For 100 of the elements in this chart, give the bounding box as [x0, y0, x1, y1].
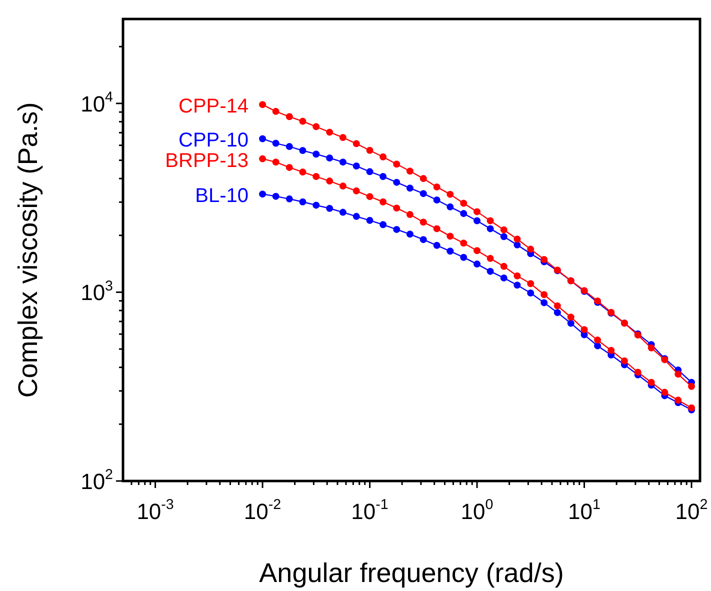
point — [272, 108, 280, 115]
point — [446, 248, 454, 255]
point — [286, 164, 293, 171]
point — [460, 200, 468, 207]
point — [460, 254, 468, 261]
point — [326, 128, 334, 136]
point — [366, 216, 374, 224]
point — [299, 118, 306, 125]
point — [326, 204, 334, 212]
y-axis-title: Complex viscosity (Pa.s) — [13, 102, 43, 398]
point — [500, 262, 508, 270]
point — [674, 396, 682, 404]
point — [688, 382, 696, 390]
series-label: CPP-14 — [178, 96, 249, 118]
point — [366, 146, 374, 154]
point — [433, 225, 440, 232]
point — [527, 246, 534, 253]
point — [272, 192, 280, 200]
point — [527, 280, 534, 288]
point — [286, 113, 293, 120]
point — [540, 291, 548, 298]
point — [474, 208, 481, 216]
point — [406, 168, 414, 175]
point — [406, 230, 414, 238]
point — [299, 198, 306, 206]
point — [514, 241, 521, 248]
point — [393, 204, 400, 212]
point — [620, 357, 628, 364]
point — [474, 247, 481, 254]
point — [339, 134, 346, 141]
point — [339, 208, 346, 216]
point — [299, 147, 306, 154]
point — [339, 182, 346, 190]
point — [366, 168, 374, 176]
point — [393, 160, 400, 168]
point — [500, 274, 508, 282]
point — [460, 210, 468, 218]
point — [648, 378, 655, 386]
point — [580, 326, 588, 334]
point — [514, 272, 521, 280]
point — [446, 190, 454, 198]
point — [433, 242, 440, 249]
point — [554, 302, 561, 310]
point — [474, 217, 481, 224]
series-label: BRPP-13 — [165, 150, 249, 172]
point — [272, 158, 280, 166]
point — [420, 175, 427, 182]
point — [352, 162, 360, 170]
point — [339, 158, 346, 166]
point — [634, 368, 642, 376]
point — [486, 225, 494, 232]
point — [500, 233, 508, 240]
point — [460, 240, 468, 247]
point — [433, 183, 440, 190]
point — [312, 123, 320, 130]
point — [366, 193, 374, 200]
point — [500, 226, 508, 234]
x-axis-title: Angular frequency (rad/s) — [259, 558, 564, 588]
point — [380, 198, 387, 206]
point — [674, 370, 682, 378]
point — [486, 217, 494, 224]
point — [326, 154, 334, 162]
point — [312, 202, 320, 209]
point — [352, 212, 360, 220]
point — [259, 190, 266, 198]
point — [380, 153, 387, 160]
point — [272, 140, 280, 147]
point — [420, 190, 427, 198]
point — [661, 388, 668, 396]
point — [380, 173, 387, 180]
point — [420, 218, 427, 226]
point — [259, 155, 266, 162]
point — [540, 299, 548, 306]
point — [380, 221, 387, 228]
point — [259, 135, 266, 142]
point — [406, 211, 414, 218]
point — [514, 236, 521, 243]
point — [486, 268, 494, 275]
point — [326, 178, 334, 185]
point — [312, 150, 320, 158]
point — [594, 342, 602, 350]
point — [514, 282, 521, 289]
point — [352, 187, 360, 194]
point — [259, 101, 266, 108]
series-label: CPP-10 — [178, 130, 249, 152]
point — [567, 314, 574, 321]
point — [554, 309, 561, 316]
point — [474, 260, 481, 268]
point — [299, 168, 306, 176]
point — [406, 184, 414, 192]
point — [393, 226, 400, 233]
point — [312, 173, 320, 180]
point — [594, 336, 602, 344]
point — [433, 196, 440, 204]
point — [486, 254, 494, 262]
point — [393, 178, 400, 186]
point — [567, 320, 574, 327]
point — [420, 236, 427, 244]
point — [648, 344, 655, 352]
point — [446, 232, 454, 240]
